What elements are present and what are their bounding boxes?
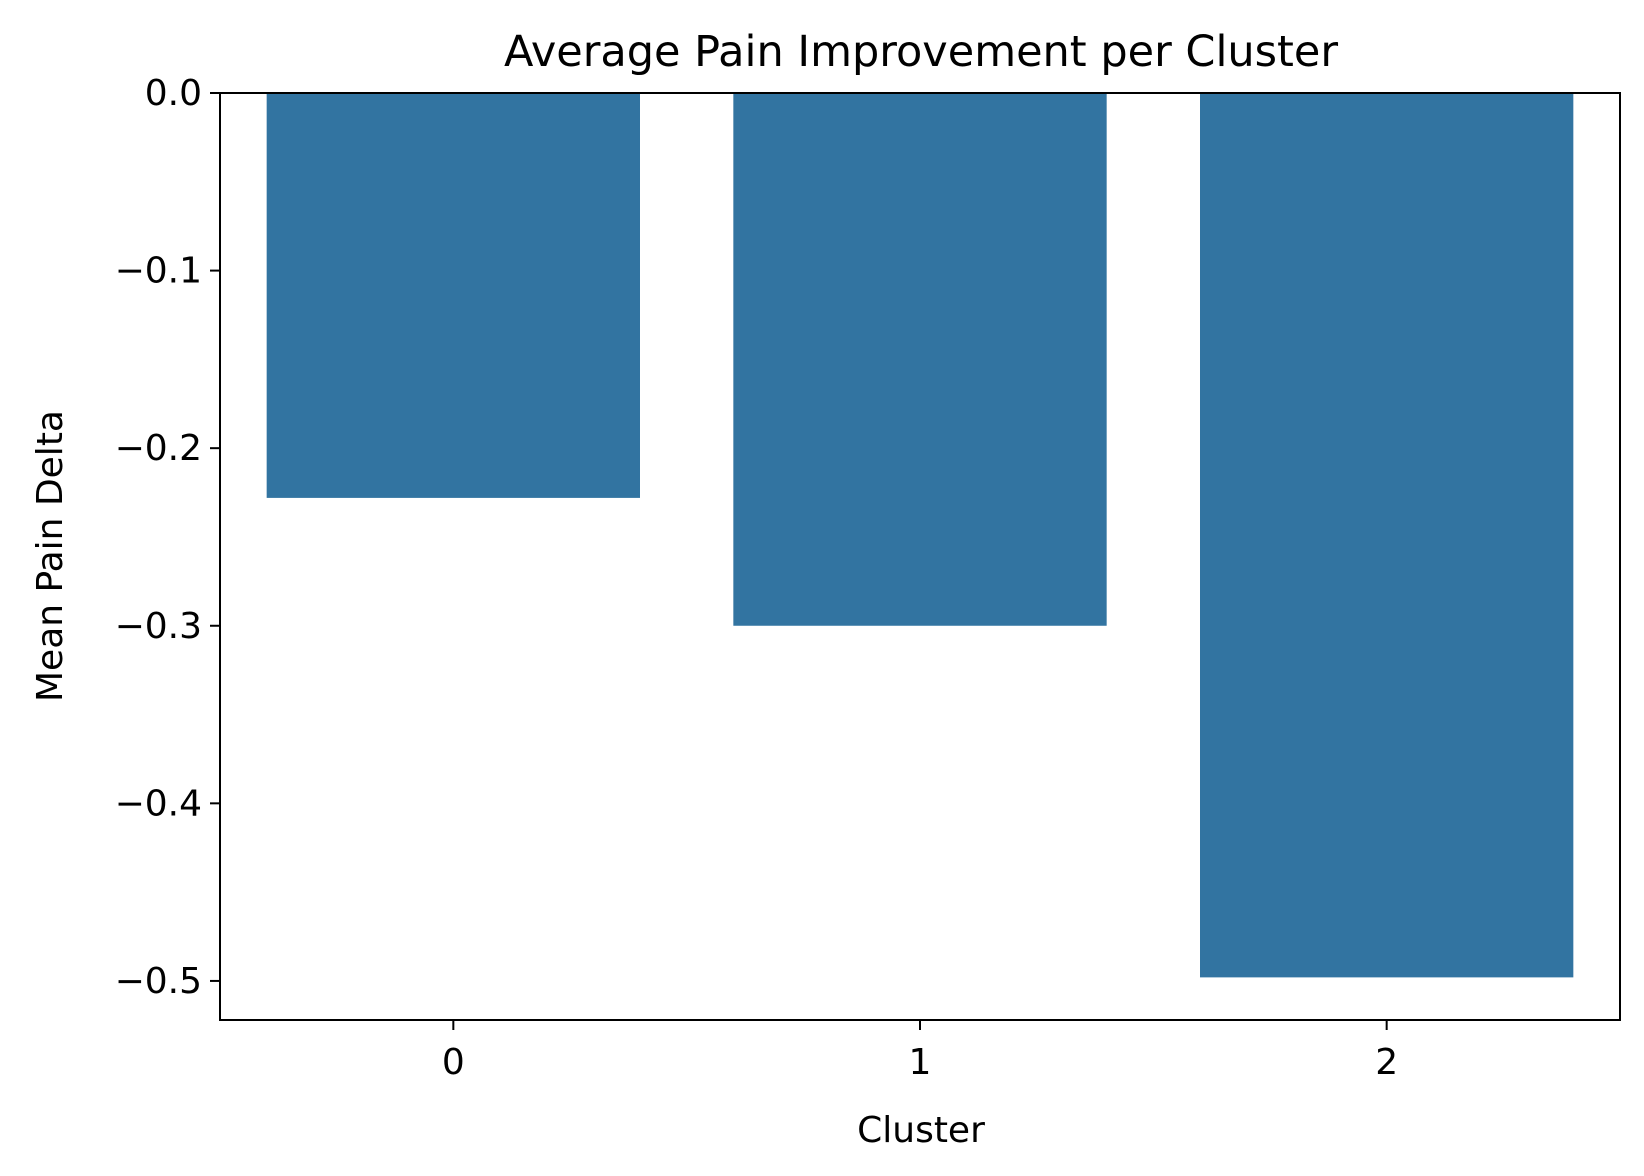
y-tick-label: −0.2 [115,428,202,469]
y-tick-label: −0.4 [115,783,202,824]
y-tick-label: 0.0 [145,73,202,114]
y-tick-label: −0.5 [115,961,202,1002]
y-tick-label: −0.3 [115,606,202,647]
x-tick-label: 0 [442,1042,465,1083]
y-axis-label: Mean Pain Delta [30,410,71,702]
ticks-layer: 0.0 −0.1 −0.2 −0.3 −0.4 −0.5 0 1 2 [115,73,1399,1083]
bar-cluster-2 [1200,93,1574,978]
y-tick-label: −0.1 [115,251,202,292]
chart-title: Average Pain Improvement per Cluster [504,27,1338,77]
bars-layer [266,93,1574,978]
x-tick-label: 2 [1375,1042,1398,1083]
x-axis-label: Cluster [857,1110,985,1151]
bar-cluster-1 [733,93,1107,626]
x-tick-label: 1 [909,1042,932,1083]
bar-cluster-0 [266,93,640,498]
